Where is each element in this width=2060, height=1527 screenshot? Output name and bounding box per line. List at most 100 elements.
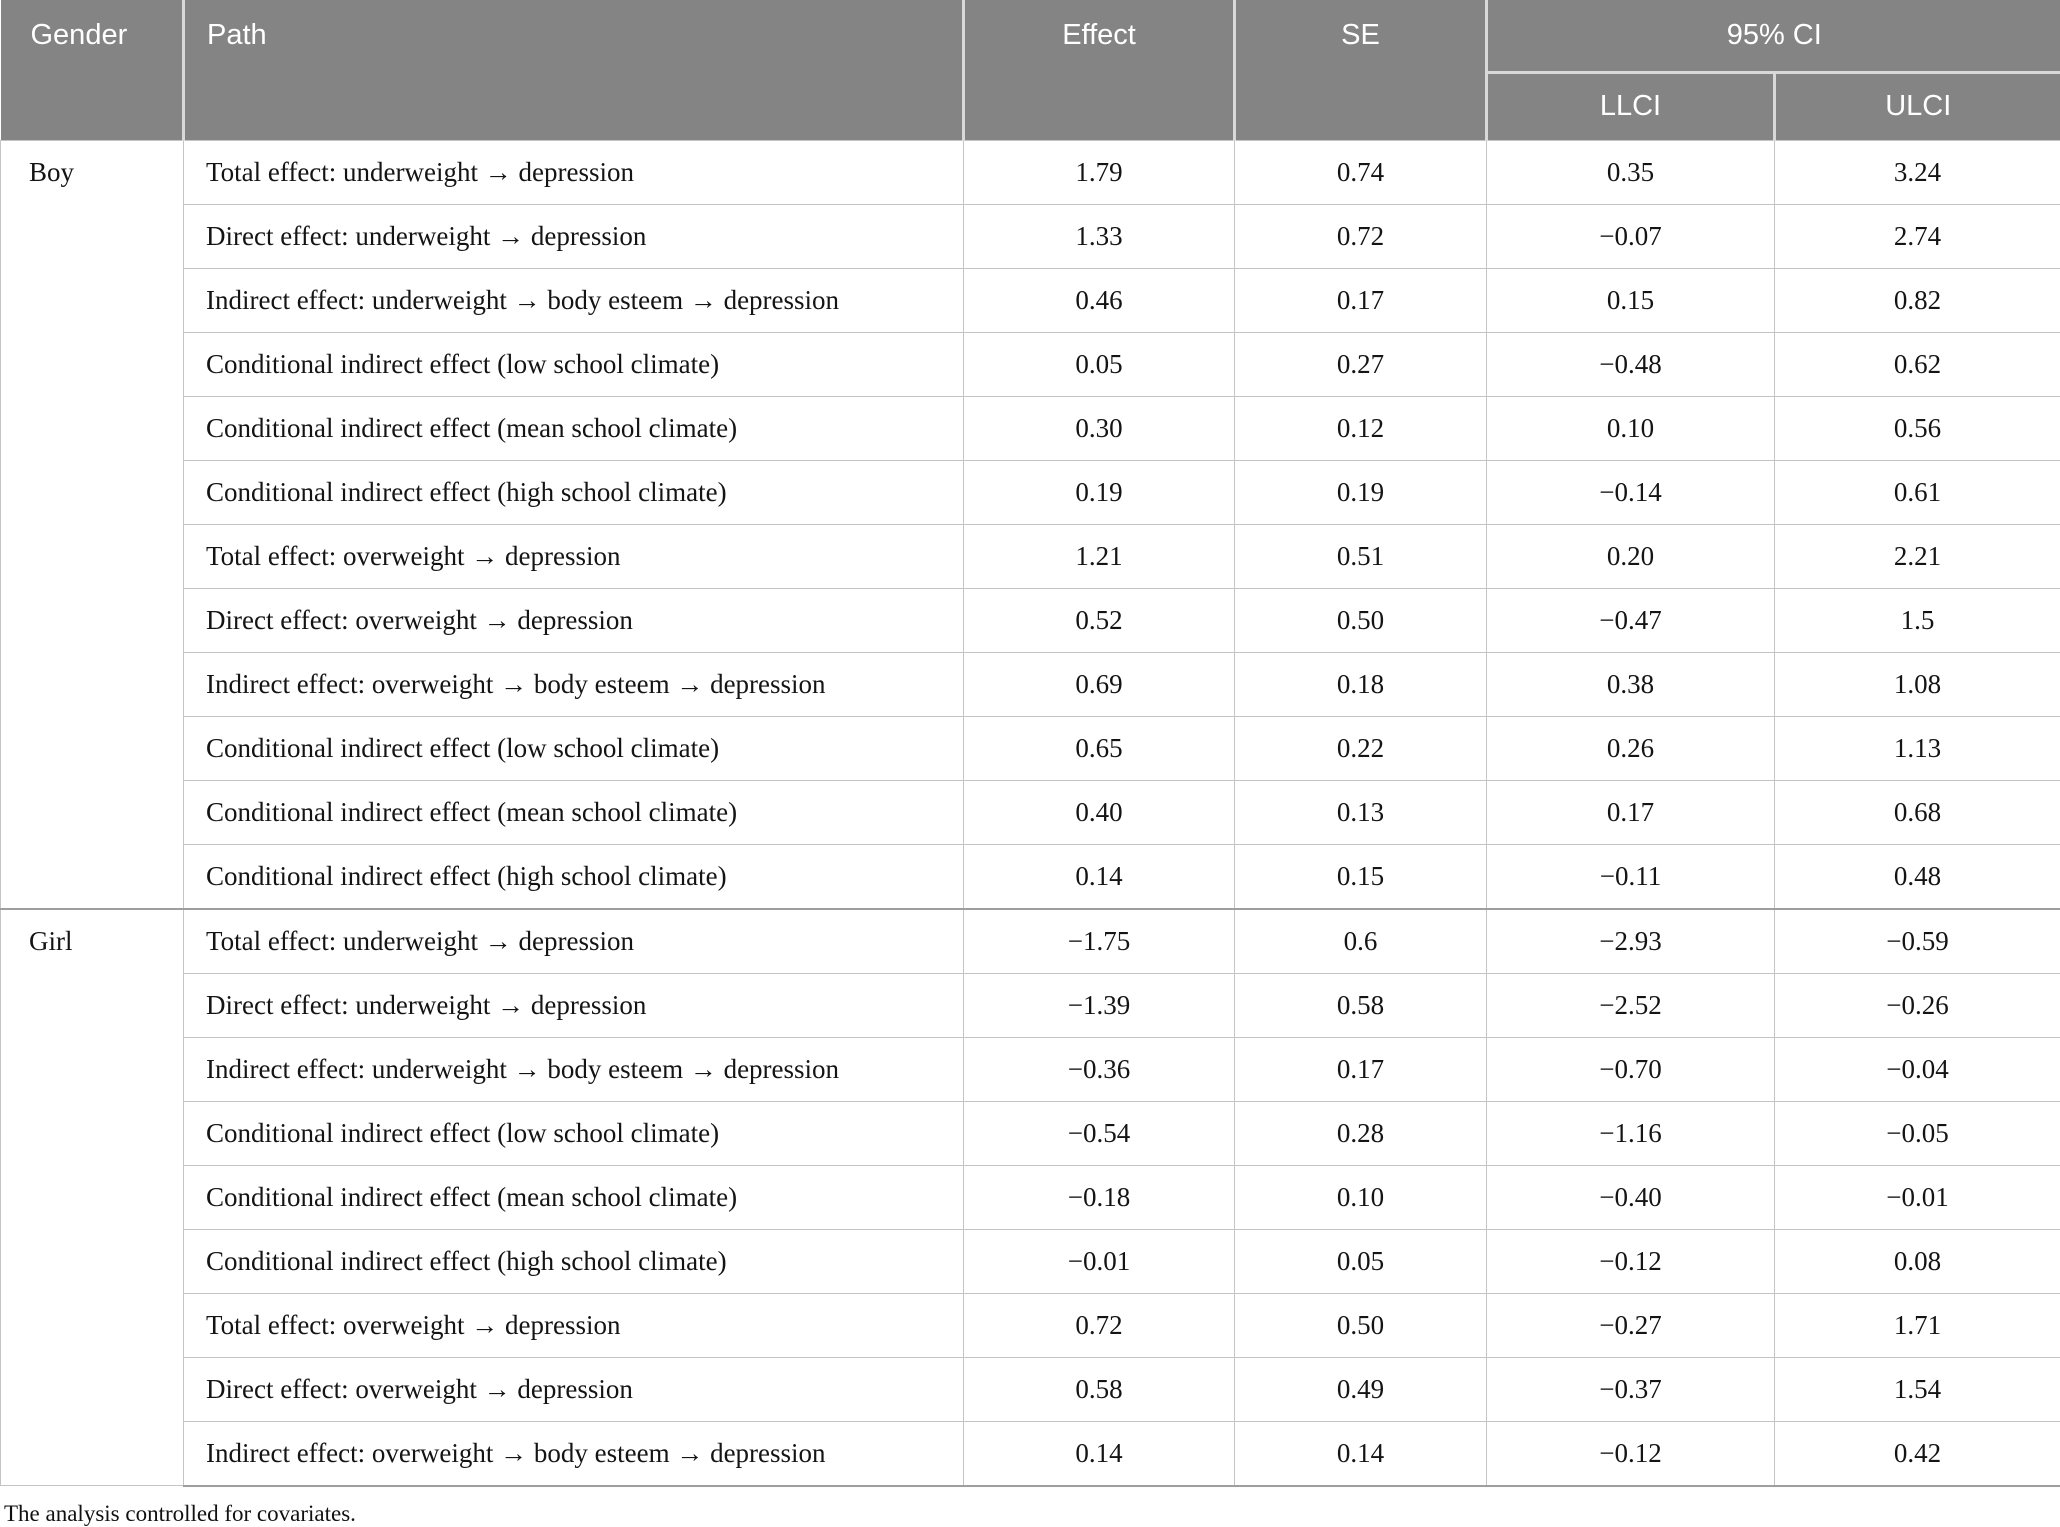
effect-cell: −0.36 (964, 1037, 1235, 1101)
ulci-cell: 0.82 (1775, 268, 2060, 332)
se-cell: 0.49 (1235, 1357, 1487, 1421)
path-cell: Conditional indirect effect (high school… (184, 1229, 964, 1293)
ulci-cell: 2.74 (1775, 204, 2060, 268)
ulci-cell: 0.56 (1775, 396, 2060, 460)
effect-cell: −1.75 (964, 909, 1235, 974)
effect-cell: 0.52 (964, 588, 1235, 652)
path-cell: Conditional indirect effect (mean school… (184, 1165, 964, 1229)
path-cell: Conditional indirect effect (low school … (184, 332, 964, 396)
llci-cell: −2.93 (1487, 909, 1775, 974)
table-row: Conditional indirect effect (mean school… (1, 1165, 2060, 1229)
ulci-cell: 3.24 (1775, 140, 2060, 204)
ulci-cell: −0.01 (1775, 1165, 2060, 1229)
effect-cell: 1.79 (964, 140, 1235, 204)
llci-cell: −0.12 (1487, 1421, 1775, 1486)
table-row: Direct effect: overweight → depression 0… (1, 588, 2060, 652)
ulci-cell: 0.08 (1775, 1229, 2060, 1293)
table-footnote: The analysis controlled for covariates. (4, 1501, 2060, 1527)
llci-cell: −0.47 (1487, 588, 1775, 652)
path-cell: Total effect: overweight → depression (184, 1293, 964, 1357)
ulci-cell: 0.62 (1775, 332, 2060, 396)
llci-cell: 0.20 (1487, 524, 1775, 588)
ulci-cell: 2.21 (1775, 524, 2060, 588)
llci-cell: 0.10 (1487, 396, 1775, 460)
llci-cell: −0.37 (1487, 1357, 1775, 1421)
path-cell: Indirect effect: overweight → body estee… (184, 1421, 964, 1486)
effect-cell: 0.05 (964, 332, 1235, 396)
llci-cell: 0.38 (1487, 652, 1775, 716)
llci-cell: −0.07 (1487, 204, 1775, 268)
ulci-cell: 1.13 (1775, 716, 2060, 780)
effect-cell: 0.69 (964, 652, 1235, 716)
llci-cell: −0.14 (1487, 460, 1775, 524)
se-cell: 0.05 (1235, 1229, 1487, 1293)
col-header-effect: Effect (964, 0, 1235, 140)
effect-cell: −0.54 (964, 1101, 1235, 1165)
se-cell: 0.19 (1235, 460, 1487, 524)
path-cell: Total effect: underweight → depression (184, 909, 964, 974)
gender-group-girl: Girl (1, 909, 184, 1486)
se-cell: 0.14 (1235, 1421, 1487, 1486)
path-cell: Conditional indirect effect (mean school… (184, 396, 964, 460)
ulci-cell: 1.71 (1775, 1293, 2060, 1357)
ulci-cell: −0.59 (1775, 909, 2060, 974)
ulci-cell: 1.5 (1775, 588, 2060, 652)
col-header-se: SE (1235, 0, 1487, 140)
path-cell: Conditional indirect effect (low school … (184, 1101, 964, 1165)
effect-cell: 0.14 (964, 1421, 1235, 1486)
llci-cell: −0.27 (1487, 1293, 1775, 1357)
table-row: Indirect effect: overweight → body estee… (1, 652, 2060, 716)
se-cell: 0.22 (1235, 716, 1487, 780)
col-header-gender: Gender (1, 0, 184, 140)
ulci-cell: 0.48 (1775, 844, 2060, 909)
llci-cell: −0.12 (1487, 1229, 1775, 1293)
gender-group-boy: Boy (1, 140, 184, 909)
path-cell: Conditional indirect effect (high school… (184, 460, 964, 524)
effect-cell: 0.40 (964, 780, 1235, 844)
table-row: Conditional indirect effect (mean school… (1, 396, 2060, 460)
ulci-cell: 1.54 (1775, 1357, 2060, 1421)
se-cell: 0.18 (1235, 652, 1487, 716)
path-cell: Conditional indirect effect (low school … (184, 716, 964, 780)
effect-cell: 1.21 (964, 524, 1235, 588)
effect-cell: 0.58 (964, 1357, 1235, 1421)
se-cell: 0.51 (1235, 524, 1487, 588)
table-row: Conditional indirect effect (high school… (1, 1229, 2060, 1293)
llci-cell: 0.26 (1487, 716, 1775, 780)
moderated-mediation-table: Gender Path Effect SE 95% CI LLCI ULCI B… (0, 0, 2060, 1487)
effect-cell: 0.46 (964, 268, 1235, 332)
llci-cell: −2.52 (1487, 973, 1775, 1037)
ulci-cell: 0.61 (1775, 460, 2060, 524)
effect-cell: 0.72 (964, 1293, 1235, 1357)
effect-cell: 0.14 (964, 844, 1235, 909)
ulci-cell: −0.05 (1775, 1101, 2060, 1165)
ulci-cell: 0.42 (1775, 1421, 2060, 1486)
llci-cell: 0.17 (1487, 780, 1775, 844)
ulci-cell: −0.26 (1775, 973, 2060, 1037)
header-row-top: Gender Path Effect SE 95% CI (1, 0, 2060, 72)
effect-cell: 0.19 (964, 460, 1235, 524)
table-row: Direct effect: underweight → depression … (1, 973, 2060, 1037)
path-cell: Total effect: underweight → depression (184, 140, 964, 204)
path-cell: Total effect: overweight → depression (184, 524, 964, 588)
se-cell: 0.15 (1235, 844, 1487, 909)
table-row: Conditional indirect effect (low school … (1, 1101, 2060, 1165)
table-body: Boy Total effect: underweight → depressi… (1, 140, 2060, 1486)
ulci-cell: 0.68 (1775, 780, 2060, 844)
ulci-cell: 1.08 (1775, 652, 2060, 716)
effect-cell: 0.30 (964, 396, 1235, 460)
path-cell: Indirect effect: overweight → body estee… (184, 652, 964, 716)
table-row: Conditional indirect effect (mean school… (1, 780, 2060, 844)
table-row: Direct effect: overweight → depression 0… (1, 1357, 2060, 1421)
table-row: Boy Total effect: underweight → depressi… (1, 140, 2060, 204)
effect-cell: −1.39 (964, 973, 1235, 1037)
col-header-llci: LLCI (1487, 72, 1775, 140)
table-header: Gender Path Effect SE 95% CI LLCI ULCI (1, 0, 2060, 140)
effect-cell: −0.01 (964, 1229, 1235, 1293)
table-row: Conditional indirect effect (high school… (1, 844, 2060, 909)
path-cell: Direct effect: underweight → depression (184, 204, 964, 268)
path-cell: Direct effect: underweight → depression (184, 973, 964, 1037)
llci-cell: −0.70 (1487, 1037, 1775, 1101)
se-cell: 0.12 (1235, 396, 1487, 460)
table-row: Girl Total effect: underweight → depress… (1, 909, 2060, 974)
